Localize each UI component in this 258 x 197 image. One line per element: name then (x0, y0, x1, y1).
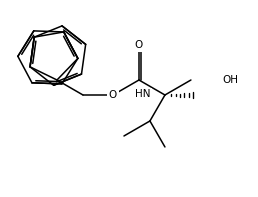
Text: OH: OH (222, 75, 238, 85)
Text: HN: HN (135, 89, 151, 99)
Text: O: O (109, 90, 117, 100)
Text: O: O (135, 40, 143, 50)
